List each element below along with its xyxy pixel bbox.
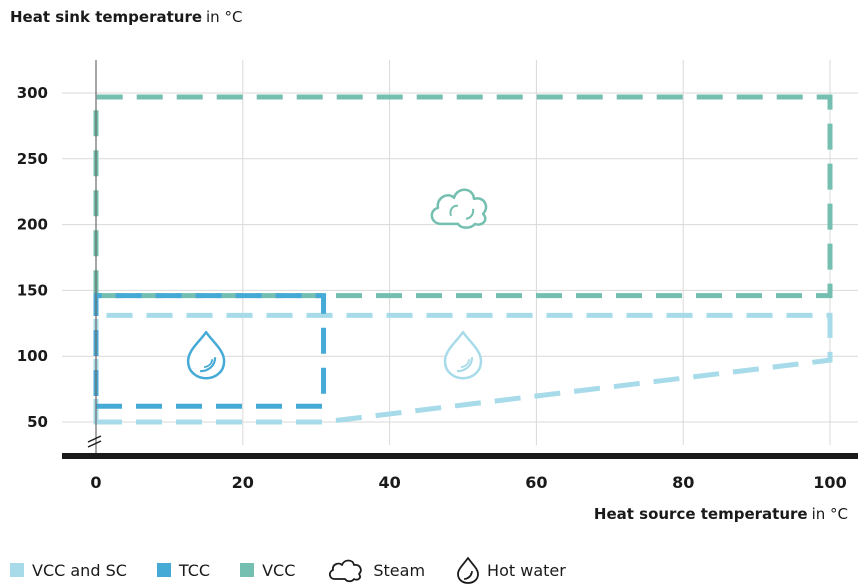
y-axis-unit: in °C — [206, 8, 243, 26]
legend-item-tcc: TCC — [156, 560, 211, 580]
x-tick-label: 20 — [232, 473, 254, 492]
y-tick-label: 150 — [17, 281, 48, 299]
chart-axes — [62, 60, 858, 459]
hot-water-icon — [443, 330, 483, 380]
legend-item-vcc: VCC — [240, 561, 295, 580]
steam-icon — [430, 188, 488, 229]
tick-labels: 300 250 200 150 100 50 0 20 40 60 80 100 — [17, 84, 847, 492]
x-tick-label: 60 — [525, 473, 547, 492]
legend-item-steam: Steam — [325, 557, 425, 583]
axis-break-icon — [87, 435, 102, 448]
legend-label-vcc: VCC — [262, 560, 296, 580]
y-axis-title: Heat sink temperature — [10, 8, 203, 26]
x-axis-title: Heat source temperature — [593, 505, 808, 523]
hot-water-icon — [186, 330, 226, 380]
steam-icon — [329, 559, 363, 583]
x-axis-label: Heat source temperature in °C — [594, 505, 848, 523]
legend: VCC and SC TCC VCC Steam Hot water — [10, 556, 596, 584]
x-axis-line — [62, 453, 858, 459]
y-tick-label: 300 — [17, 84, 48, 102]
legend-item-hot-water: Hot water — [455, 556, 566, 584]
legend-item-vcc-sc: VCC and SC — [10, 561, 127, 580]
y-tick-label: 200 — [17, 216, 48, 234]
legend-swatch-tcc — [156, 563, 171, 577]
grid-lines — [62, 60, 858, 445]
x-axis-unit: in °C — [811, 505, 848, 523]
y-tick-label: 250 — [17, 150, 48, 168]
legend-label-hot-water: Hot water — [487, 560, 566, 580]
y-tick-label: 50 — [27, 413, 48, 431]
legend-label-vcc-sc: VCC and SC — [32, 560, 127, 580]
y-tick-label: 100 — [17, 347, 48, 365]
x-tick-label: 80 — [672, 473, 694, 492]
legend-label-steam: Steam — [373, 560, 426, 580]
x-tick-label: 100 — [813, 473, 846, 492]
legend-swatch-vcc — [240, 563, 255, 577]
hot-water-icon — [457, 557, 479, 584]
x-tick-label: 0 — [90, 473, 101, 492]
chart-icons — [186, 188, 488, 380]
x-tick-label: 40 — [378, 473, 400, 492]
chart-title: Heat sink temperature in °C — [10, 8, 242, 26]
legend-swatch-vcc-sc — [10, 563, 24, 577]
legend-label-tcc: TCC — [178, 560, 211, 580]
